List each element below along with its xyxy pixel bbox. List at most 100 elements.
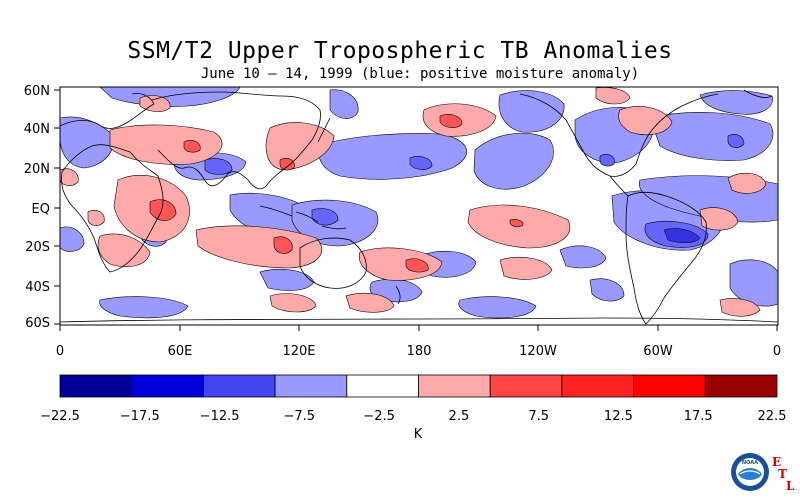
pos-anomaly-core [439, 114, 463, 128]
colorbar-swatch [202, 374, 276, 398]
coastline-africa [61, 144, 164, 273]
coastline-antarctica [60, 317, 778, 323]
colorbar-swatch [633, 374, 706, 398]
pos-anomaly-region [719, 298, 761, 317]
colorbar-swatch [131, 374, 204, 398]
pos-anomaly-core [405, 258, 429, 273]
lon-tick-label: 120W [519, 344, 557, 359]
pos-anomaly-region [727, 172, 767, 194]
neg-anomaly-region [589, 278, 625, 302]
colorbar-label: −7.5 [284, 409, 316, 424]
neg-anomaly-region [99, 296, 189, 319]
neg-anomaly-region [329, 89, 359, 119]
latitude-axis: 60N 40N 20N EQ 20S 40S 60S [24, 84, 60, 331]
lat-tick-label: 40N [24, 122, 50, 137]
pos-anomaly-region [499, 257, 553, 280]
neg-anomaly-region [649, 112, 774, 161]
neg-anomaly-core [204, 158, 233, 175]
coastline-australia [299, 237, 367, 289]
coastline-indonesia [259, 205, 347, 230]
colorbar-label: 7.5 [528, 409, 549, 424]
pos-anomaly-region [269, 293, 317, 313]
lat-tick-label: 20N [24, 162, 50, 177]
coastline-japan [317, 117, 331, 143]
lat-tick-label: EQ [32, 202, 50, 217]
coastline-greenland [743, 89, 773, 98]
neg-anomaly-region [473, 132, 554, 190]
neg-anomaly-region [699, 90, 773, 115]
colorbar-labels: −22.5 −17.5 −12.5 −7.5 −2.5 2.5 7.5 12.5… [40, 409, 786, 442]
colorbar-swatch [59, 374, 133, 398]
etl-letter: L [786, 479, 795, 493]
neg-anomaly-core [599, 154, 615, 167]
colorbar-label: 22.5 [758, 409, 787, 424]
anomaly-field [60, 87, 778, 319]
coastline-europe [60, 93, 155, 129]
pos-anomaly-region [345, 293, 395, 313]
coastline-south-america [625, 192, 707, 325]
colorbar-swatch [704, 374, 778, 398]
colorbar-swatch [274, 374, 348, 398]
etl-letter: T [778, 467, 787, 481]
noaa-logo-text: NOAA [742, 460, 758, 466]
neg-anomaly-region [498, 90, 565, 133]
etl-letter: E [772, 455, 782, 469]
pos-anomaly-region [265, 122, 335, 171]
lat-tick-label: 40S [25, 280, 50, 295]
colorbar-label: 17.5 [684, 409, 713, 424]
pos-anomaly-core [509, 219, 524, 228]
colorbar-label: 12.5 [604, 409, 633, 424]
pos-anomaly-region [195, 225, 323, 269]
lon-tick-label: 180 [407, 344, 432, 359]
neg-anomaly-region [259, 269, 315, 291]
lat-tick-label: 20S [25, 240, 50, 255]
neg-anomaly-core [311, 208, 339, 226]
colorbar-swatch [561, 374, 635, 398]
colorbar-swatch [418, 374, 491, 398]
pos-anomaly-region [618, 106, 673, 135]
pos-anomaly-region [699, 207, 739, 231]
colorbar-swatch [346, 374, 419, 398]
longitude-axis: 0 60E 120E 180 120W 60W 0 [56, 325, 781, 359]
neg-anomaly-region [458, 296, 537, 319]
lon-tick-label: 60E [168, 344, 193, 359]
lon-tick-label: 0 [56, 344, 64, 359]
colorbar-swatch [489, 374, 563, 398]
lat-tick-label: 60S [25, 316, 50, 331]
coastlines [60, 89, 778, 325]
pos-anomaly-core [279, 158, 295, 171]
lon-tick-label: 0 [773, 344, 781, 359]
pos-anomaly-core [273, 236, 293, 254]
colorbar-label: −12.5 [200, 409, 240, 424]
noaa-logo: NOAA [731, 453, 769, 491]
neg-anomaly-region [60, 226, 85, 252]
pos-anomaly-region [595, 87, 631, 105]
neg-anomaly-region [559, 245, 607, 269]
colorbar [59, 374, 778, 398]
colorbar-label: −2.5 [363, 409, 395, 424]
neg-anomaly-core [727, 134, 745, 148]
neg-anomaly-core [409, 156, 433, 170]
coastline-central-america [609, 175, 629, 197]
neg-anomaly-region [318, 133, 467, 180]
pos-anomaly-region [87, 210, 105, 226]
colorbar-label: −22.5 [40, 409, 80, 424]
colorbar-label: −17.5 [120, 409, 160, 424]
pos-anomaly-region [109, 124, 223, 165]
lat-tick-label: 60N [24, 84, 50, 99]
figure-subtitle: June 10 – 14, 1999 (blue: positive moist… [200, 66, 640, 82]
lon-tick-label: 60W [643, 344, 673, 359]
neg-anomaly-peak [663, 228, 701, 243]
colorbar-label: 2.5 [449, 409, 470, 424]
neg-anomaly-region [729, 259, 778, 307]
pos-anomaly-region [97, 233, 151, 267]
figure-title: SSM/T2 Upper Tropospheric TB Anomalies [127, 38, 673, 64]
coastline-nz [395, 285, 401, 305]
pos-anomaly-core [149, 199, 177, 221]
coastline-asia [151, 91, 321, 190]
pos-anomaly-core [183, 140, 201, 153]
colorbar-unit: K [414, 427, 423, 442]
neg-anomaly-region [60, 116, 114, 169]
